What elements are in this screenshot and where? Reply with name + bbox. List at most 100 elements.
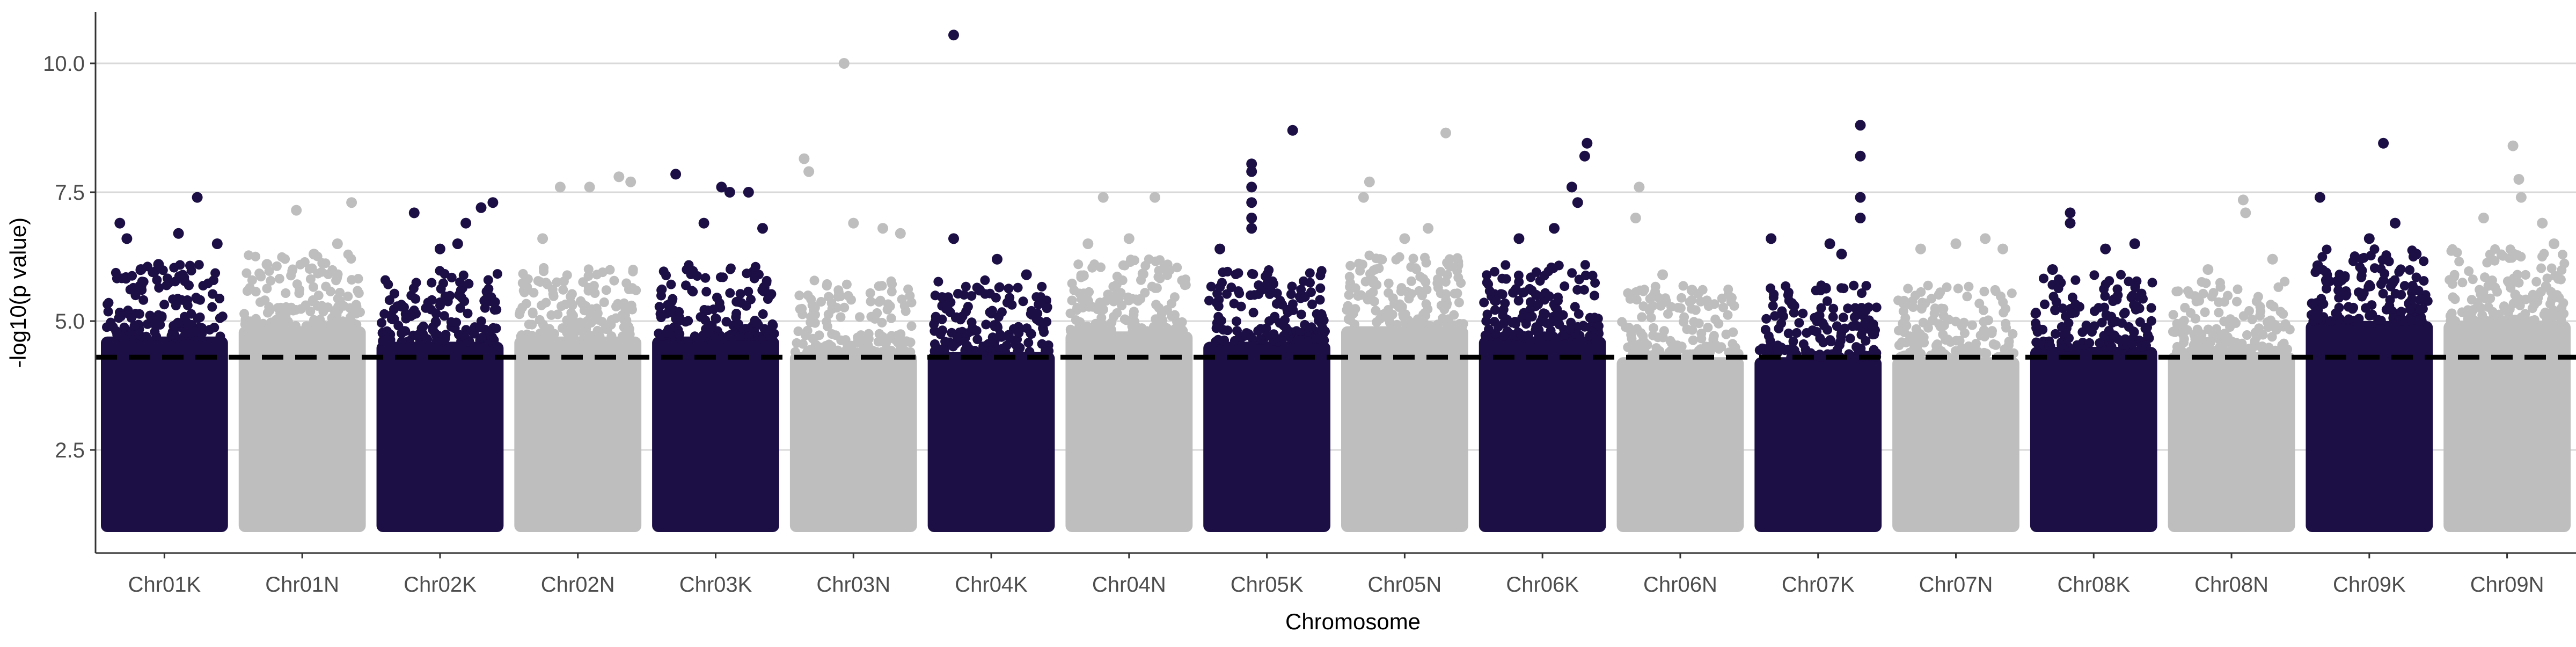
x-tick-label-Chr06N: Chr06N bbox=[1643, 573, 1717, 597]
snp-point bbox=[1502, 326, 1512, 336]
snp-point bbox=[962, 340, 972, 351]
snp-point bbox=[940, 337, 950, 347]
snp-point bbox=[174, 271, 184, 281]
peak-point bbox=[838, 58, 850, 69]
snp-point bbox=[1098, 304, 1108, 315]
snp-point bbox=[822, 281, 832, 291]
snp-point bbox=[2039, 273, 2048, 283]
snp-point bbox=[333, 269, 343, 279]
snp-point bbox=[1987, 328, 1997, 338]
snp-point bbox=[1894, 325, 1904, 336]
x-tick-label-Chr02N: Chr02N bbox=[541, 573, 615, 597]
snp-point bbox=[2485, 293, 2496, 303]
snp-point bbox=[803, 290, 813, 301]
snp-point bbox=[1159, 263, 1169, 273]
snp-point bbox=[1498, 310, 1508, 321]
snp-point bbox=[277, 252, 287, 262]
snp-point bbox=[2454, 257, 2464, 267]
snp-point bbox=[674, 329, 684, 339]
snp-point bbox=[184, 280, 194, 290]
snp-point bbox=[2306, 310, 2316, 320]
peak-point bbox=[1123, 233, 1135, 244]
peak-point bbox=[452, 238, 463, 249]
snp-point bbox=[1119, 260, 1130, 271]
snp-point bbox=[529, 288, 539, 298]
snp-point bbox=[1482, 270, 1492, 280]
snp-point bbox=[2219, 329, 2229, 339]
snp-point bbox=[1261, 323, 1271, 333]
snp-point bbox=[2384, 256, 2394, 266]
snp-point bbox=[1938, 304, 1949, 314]
peak-point bbox=[1836, 249, 1847, 260]
snp-point bbox=[1979, 286, 1989, 296]
snp-point bbox=[490, 297, 500, 307]
snp-point bbox=[692, 271, 702, 281]
snp-point bbox=[597, 267, 608, 278]
snp-point bbox=[1810, 312, 1820, 323]
snp-point bbox=[2106, 341, 2117, 352]
snp-point bbox=[2490, 256, 2500, 266]
snp-point bbox=[2031, 308, 2041, 318]
snp-point bbox=[2521, 270, 2530, 280]
snp-point bbox=[483, 275, 493, 285]
snp-point bbox=[906, 321, 917, 331]
snp-point bbox=[665, 302, 675, 311]
snp-point bbox=[1990, 340, 2001, 350]
snp-point bbox=[2070, 299, 2081, 309]
snp-point bbox=[2369, 244, 2380, 255]
snp-point bbox=[1269, 329, 1279, 339]
snp-point bbox=[987, 306, 997, 316]
snp-point bbox=[744, 331, 754, 341]
snp-point bbox=[855, 312, 865, 322]
snp-point bbox=[2378, 288, 2388, 299]
snp-point bbox=[599, 297, 609, 307]
peak-point bbox=[408, 207, 420, 219]
snp-point bbox=[2219, 316, 2229, 326]
snp-point bbox=[558, 285, 568, 295]
snp-point bbox=[283, 320, 294, 330]
x-tick-label-Chr05K: Chr05K bbox=[1231, 573, 1304, 597]
snp-point bbox=[1525, 305, 1535, 315]
snp-point bbox=[1623, 342, 1633, 352]
snp-point bbox=[343, 249, 353, 259]
snp-point bbox=[477, 332, 487, 343]
x-tick-label-Chr08N: Chr08N bbox=[2194, 573, 2268, 597]
peak-point bbox=[1246, 166, 1257, 177]
snp-point bbox=[2554, 293, 2564, 303]
snp-point bbox=[1632, 324, 1642, 334]
snp-point bbox=[152, 275, 162, 285]
snp-point bbox=[2130, 281, 2140, 292]
snp-point bbox=[421, 303, 431, 313]
snp-point bbox=[1253, 326, 1263, 336]
snp-point bbox=[1315, 295, 1325, 305]
snp-point bbox=[1345, 278, 1355, 288]
snp-point bbox=[1703, 323, 1713, 332]
snp-point bbox=[1784, 296, 1794, 306]
snp-point bbox=[699, 305, 709, 315]
snp-point bbox=[658, 266, 669, 277]
peak-point bbox=[1824, 238, 1835, 249]
snp-point bbox=[1421, 258, 1431, 268]
snp-point bbox=[108, 322, 118, 332]
snp-point bbox=[2225, 346, 2235, 357]
snp-point bbox=[1315, 283, 1326, 293]
snp-point bbox=[1023, 338, 1034, 348]
snp-point bbox=[1687, 295, 1697, 305]
snp-point bbox=[343, 292, 353, 302]
snp-point bbox=[431, 336, 442, 346]
snp-point bbox=[2361, 303, 2371, 313]
snp-point bbox=[2233, 284, 2243, 294]
snp-point bbox=[2468, 274, 2478, 285]
snp-point bbox=[377, 318, 386, 328]
snp-point bbox=[103, 307, 113, 317]
peak-point bbox=[475, 202, 487, 213]
snp-point bbox=[1617, 317, 1627, 327]
snp-point bbox=[2203, 324, 2213, 335]
snp-point bbox=[446, 317, 456, 327]
snp-point bbox=[576, 296, 586, 306]
snp-point bbox=[1392, 319, 1402, 330]
snp-point bbox=[2505, 244, 2515, 255]
dense-points-Chr03K bbox=[652, 336, 779, 532]
snp-point bbox=[597, 317, 607, 327]
snp-point bbox=[995, 330, 1005, 340]
